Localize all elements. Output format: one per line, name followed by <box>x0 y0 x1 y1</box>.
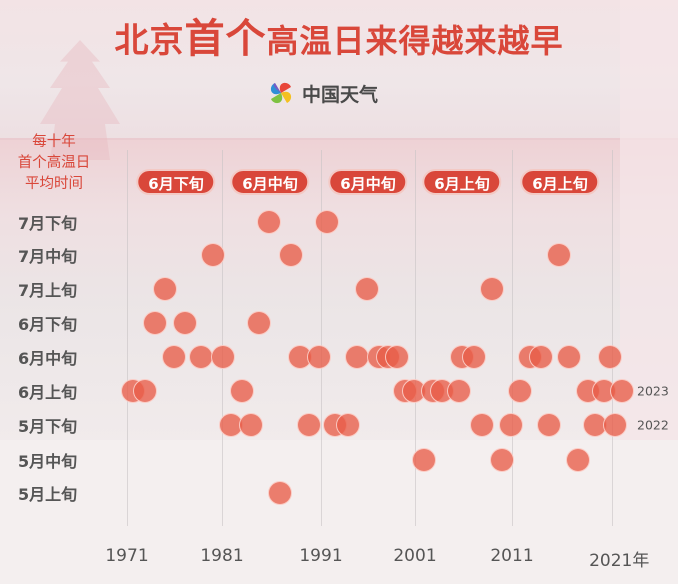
y-tick-label: 6月中旬 <box>18 349 78 368</box>
y-tick-label: 7月下旬 <box>18 214 78 233</box>
data-point <box>133 379 157 403</box>
data-point <box>537 413 561 437</box>
data-point <box>257 210 281 234</box>
y-axis-title-line: 首个高温日 <box>17 155 91 171</box>
data-point <box>355 277 379 301</box>
data-point <box>307 345 331 369</box>
y-tick-label: 7月上旬 <box>18 281 78 300</box>
chart-title: 北京首个高温日来得越来越早 <box>0 6 678 64</box>
data-point <box>315 210 339 234</box>
data-point <box>566 448 590 472</box>
data-point <box>462 345 486 369</box>
data-point <box>508 379 532 403</box>
title-part-1: 北京 <box>114 21 185 61</box>
data-point <box>529 345 553 369</box>
right-panel-background <box>620 0 678 440</box>
data-point <box>610 379 634 403</box>
data-point <box>162 345 186 369</box>
y-axis-title-line: 平均时间 <box>25 176 83 192</box>
data-point <box>247 311 271 335</box>
data-point <box>598 345 622 369</box>
data-point <box>385 345 409 369</box>
decade-average-badge: 6月上旬 <box>422 169 502 195</box>
weather-china-logo: 中国天气 <box>266 76 378 110</box>
data-point <box>201 243 225 267</box>
data-point <box>279 243 303 267</box>
y-axis-title-line: 每十年 <box>32 134 76 150</box>
data-point <box>297 413 321 437</box>
vertical-gridline <box>321 150 322 526</box>
x-tick-label: 1981 <box>200 546 244 566</box>
vertical-gridline <box>222 150 223 526</box>
vertical-gridline <box>127 150 128 526</box>
year-annotation: 2023 <box>637 383 669 399</box>
data-point <box>557 345 581 369</box>
decade-average-badge: 6月上旬 <box>520 169 600 195</box>
y-tick-label: 7月中旬 <box>18 247 78 266</box>
data-point <box>211 345 235 369</box>
data-point <box>490 448 514 472</box>
data-point <box>336 413 360 437</box>
x-tick-label: 1971 <box>105 546 149 566</box>
data-point <box>412 448 436 472</box>
x-tick-label: 2011 <box>490 546 534 566</box>
data-point <box>547 243 571 267</box>
y-tick-label: 6月下旬 <box>18 315 78 334</box>
year-annotation: 2022 <box>637 417 669 433</box>
data-point <box>268 481 292 505</box>
y-tick-label: 5月下旬 <box>18 417 78 436</box>
bottom-background <box>0 440 678 584</box>
logo-text: 中国天气 <box>302 83 379 106</box>
vertical-gridline <box>612 150 613 526</box>
y-axis-title: 每十年 首个高温日 平均时间 <box>6 132 102 195</box>
data-point <box>189 345 213 369</box>
data-point <box>173 311 197 335</box>
data-point <box>499 413 523 437</box>
data-point <box>470 413 494 437</box>
decade-average-badge: 6月中旬 <box>230 169 310 195</box>
data-point <box>239 413 263 437</box>
title-part-3: 高温日来得越来越早 <box>266 22 564 60</box>
pinwheel-logo-icon <box>270 82 292 104</box>
title-part-2: 首个 <box>184 16 267 62</box>
y-tick-label: 6月上旬 <box>18 383 78 402</box>
data-point <box>230 379 254 403</box>
vertical-gridline <box>415 150 416 526</box>
data-point <box>480 277 504 301</box>
data-point <box>143 311 167 335</box>
data-point <box>345 345 369 369</box>
y-tick-label: 5月中旬 <box>18 452 78 471</box>
vertical-gridline <box>512 150 513 526</box>
x-tick-label: 2021年 <box>589 551 650 571</box>
decade-average-badge: 6月下旬 <box>136 169 216 195</box>
data-point <box>447 379 471 403</box>
data-point <box>603 413 627 437</box>
x-tick-label: 1991 <box>299 546 343 566</box>
data-point <box>153 277 177 301</box>
x-tick-label: 2001 <box>393 546 437 566</box>
decade-average-badge: 6月中旬 <box>328 169 408 195</box>
y-tick-label: 5月上旬 <box>18 485 78 504</box>
